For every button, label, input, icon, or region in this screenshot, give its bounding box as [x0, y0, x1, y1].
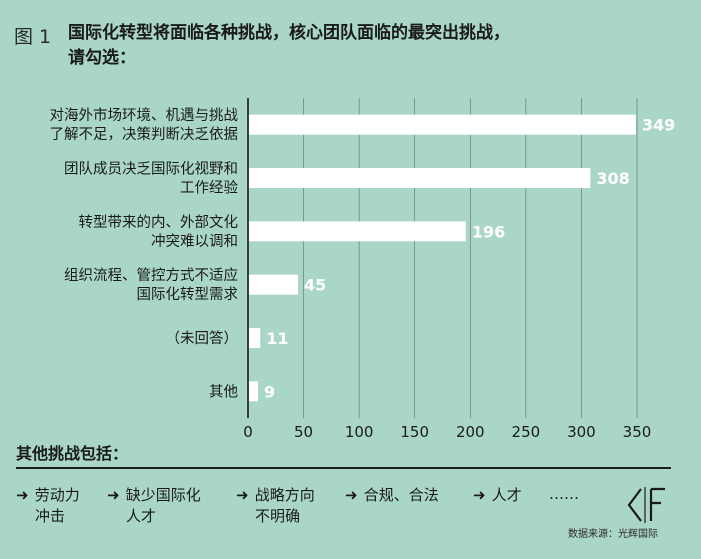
category-label: （未回答）	[166, 330, 239, 347]
x-tick-label: 300	[567, 423, 596, 440]
bar-value-label: 9	[264, 382, 275, 401]
x-tick-label: 250	[512, 423, 541, 440]
ellipsis: ……	[549, 485, 579, 503]
bar	[249, 328, 261, 348]
arrow-icon: ➜	[473, 486, 486, 504]
x-tick-label: 50	[294, 423, 313, 440]
bar	[249, 114, 636, 135]
chart-title: 国际化转型将面临各种挑战，核心团队面临的最突出挑战， 请勾选：	[68, 21, 510, 71]
category-label: 工作经验	[180, 180, 238, 197]
bar	[249, 221, 466, 242]
category-label: 其他	[209, 383, 238, 400]
other-challenge-text: 冲击	[35, 507, 66, 525]
x-tick-label: 350	[623, 423, 652, 440]
other-challenge-item: ➜ 合规、合法	[345, 485, 439, 506]
category-label: 组织流程、管控方式不适应	[64, 266, 238, 284]
bar-value-label: 349	[642, 116, 675, 135]
figure-label: 图 1	[14, 26, 52, 48]
category-label: 国际化转型需求	[137, 286, 239, 303]
other-challenge-item: ➜ 人才	[473, 485, 522, 506]
category-label: 了解不足，决策判断决乏依据	[50, 126, 239, 143]
bar	[249, 381, 259, 402]
other-challenge-item: ➜ 缺少国际化 人才	[107, 485, 201, 527]
bar-value-label: 308	[596, 169, 629, 188]
category-label: 冲突难以调和	[151, 233, 238, 250]
other-challenge-text: 战略方向	[254, 486, 315, 504]
other-challenge-text: 人才	[491, 486, 522, 504]
category-label: 对海外市场环境、机遇与挑战	[50, 106, 239, 124]
x-tick-label: 100	[345, 423, 374, 440]
other-challenge-item: ➜ 劳动力 冲击	[16, 485, 80, 527]
bar	[249, 168, 591, 188]
other-challenge-text: 人才	[126, 507, 157, 525]
bar-value-label: 196	[472, 222, 505, 241]
other-challenges-title: 其他挑战包括：	[16, 444, 129, 463]
bar-chart: 0 50 100 150 200 250 300 350 349 对海外市场环境、机遇与挑战了解不…	[50, 98, 675, 440]
chart-title-line-2: 请勾选：	[68, 48, 136, 68]
bar-value-label: 45	[304, 276, 326, 295]
other-challenge-text: 劳动力	[34, 486, 80, 504]
category-label: 团队成员决乏国际化视野和	[64, 161, 238, 178]
x-tick-label: 150	[400, 423, 429, 440]
data-source: 数据来源：光辉国际	[568, 529, 658, 540]
other-challenge-item: ➜ 战略方向 不明确	[236, 485, 315, 527]
arrow-icon: ➜	[16, 486, 29, 504]
korn-ferry-logo-icon	[627, 487, 665, 523]
arrow-icon: ➜	[107, 486, 120, 504]
category-label: 转型带来的内、外部文化	[79, 214, 239, 231]
bar	[249, 274, 299, 295]
chart-title-line-1: 国际化转型将面临各种挑战，核心团队面临的最突出挑战，	[68, 23, 510, 43]
bar-value-label: 11	[266, 329, 288, 348]
x-tick-label: 200	[456, 423, 485, 440]
other-challenge-text: 合规、合法	[363, 486, 439, 504]
other-challenges-divider	[16, 467, 671, 469]
arrow-icon: ➜	[345, 486, 358, 504]
arrow-icon: ➜	[236, 486, 249, 504]
other-challenge-text: 不明确	[255, 507, 301, 525]
other-challenge-text: 缺少国际化	[125, 486, 201, 504]
x-tick-label: 0	[243, 423, 253, 440]
